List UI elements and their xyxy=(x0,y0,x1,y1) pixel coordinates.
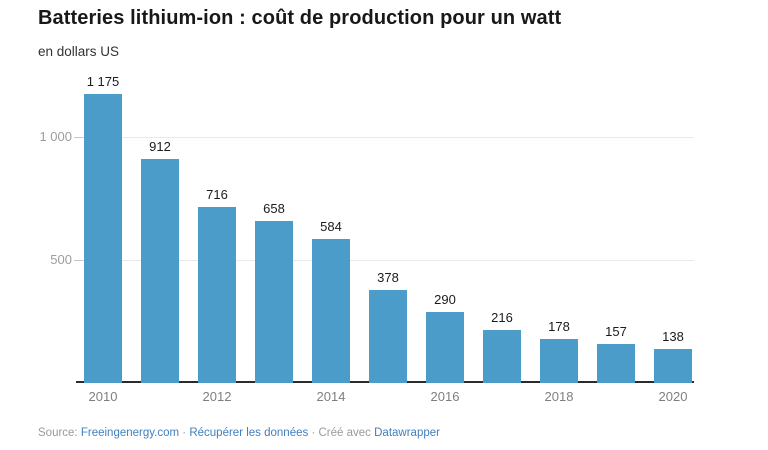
separator-dot: · xyxy=(182,427,187,439)
get-data-link[interactable]: Récupérer les données xyxy=(189,427,309,439)
y-axis-label: 1 000 xyxy=(39,129,72,144)
bar-2016 xyxy=(426,312,464,383)
source-link[interactable]: Freeingenergy.com xyxy=(80,427,180,439)
bar-value-label: 716 xyxy=(206,187,228,202)
x-axis-label: 2010 xyxy=(88,389,118,404)
bar-value-label: 138 xyxy=(662,329,684,344)
bar-value-label: 658 xyxy=(263,201,285,216)
bar-value-label: 178 xyxy=(548,319,570,334)
bar-value-label: 378 xyxy=(377,270,399,285)
chart-title: Batteries lithium-ion : coût de producti… xyxy=(38,7,562,29)
bar-2011 xyxy=(141,159,179,383)
x-axis-label: 2018 xyxy=(544,389,574,404)
created-with-label: Créé avec xyxy=(318,427,371,439)
bar-2018 xyxy=(540,339,578,383)
y-gridline xyxy=(76,137,694,138)
bar-value-label: 584 xyxy=(320,219,342,234)
chart-footer: Source: Freeingenergy.com · Récupérer le… xyxy=(38,427,440,439)
x-axis-label: 2020 xyxy=(658,389,688,404)
bar-value-label: 216 xyxy=(491,310,513,325)
x-axis-label: 2016 xyxy=(430,389,460,404)
bar-2019 xyxy=(597,344,635,383)
bar-2014 xyxy=(312,239,350,383)
source-label: Source: xyxy=(38,427,78,439)
bar-value-label: 157 xyxy=(605,324,627,339)
bar-chart-plot: 500 1 000 1 175 2010 912 716 2012 658 584 2014 378… xyxy=(39,74,694,404)
bar-2017 xyxy=(483,330,521,383)
y-gridline xyxy=(76,260,694,261)
bar-2010 xyxy=(84,94,122,383)
bar-2012 xyxy=(198,207,236,383)
bar-value-label: 912 xyxy=(149,139,171,154)
datawrapper-link[interactable]: Datawrapper xyxy=(374,427,440,439)
y-tick-mark xyxy=(74,137,83,138)
bar-value-label: 1 175 xyxy=(86,74,120,89)
bar-value-label: 290 xyxy=(434,292,456,307)
separator-dot: · xyxy=(311,427,316,439)
bar-2020 xyxy=(654,349,692,383)
y-axis-label: 500 xyxy=(50,252,72,267)
y-tick-mark xyxy=(74,260,83,261)
x-axis-label: 2012 xyxy=(202,389,232,404)
bar-2013 xyxy=(255,221,293,383)
bar-2015 xyxy=(369,290,407,383)
x-axis-label: 2014 xyxy=(316,389,346,404)
chart-subtitle: en dollars US xyxy=(38,44,120,59)
